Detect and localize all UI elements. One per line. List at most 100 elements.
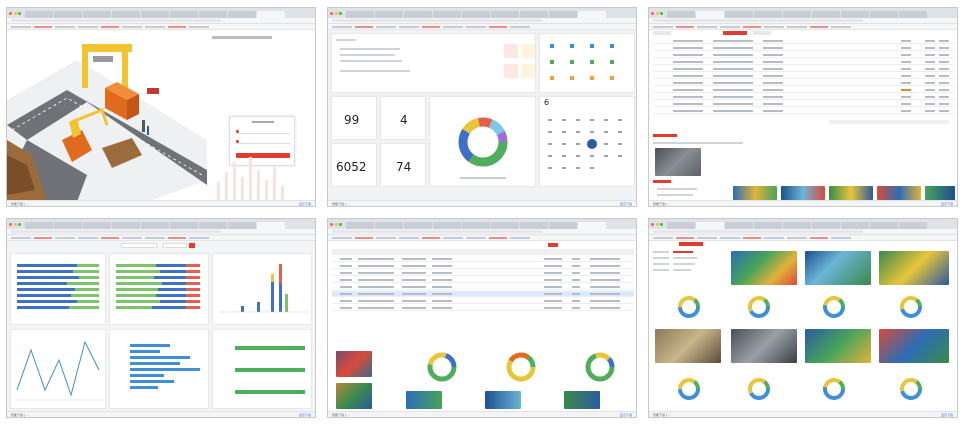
evidence-photo[interactable]: [564, 391, 600, 409]
browser-tab-active[interactable]: [696, 11, 724, 18]
browser-tab-active[interactable]: [257, 222, 285, 229]
browser-tab[interactable]: [375, 11, 403, 18]
show-downloads-link[interactable]: 显示下载: [940, 201, 953, 206]
username-field[interactable]: [236, 129, 290, 134]
table-row[interactable]: [653, 66, 955, 72]
browser-tab[interactable]: [228, 222, 256, 229]
grid-photo[interactable]: [879, 329, 949, 363]
browser-tab[interactable]: [870, 222, 898, 229]
detail-photo[interactable]: [655, 148, 701, 176]
browser-tab[interactable]: [83, 222, 111, 229]
browser-tab[interactable]: [870, 11, 898, 18]
table-row[interactable]: [332, 298, 634, 304]
browser-tab[interactable]: [841, 222, 869, 229]
grid-photo[interactable]: [879, 251, 949, 285]
browser-tab[interactable]: [491, 222, 519, 229]
table-row[interactable]: [332, 305, 634, 311]
evidence-photo[interactable]: [733, 186, 777, 200]
browser-tab[interactable]: [783, 11, 811, 18]
show-downloads-link[interactable]: 显示下载: [298, 201, 311, 206]
show-downloads-link[interactable]: 显示下载: [940, 412, 953, 417]
table-row[interactable]: [332, 284, 634, 290]
browser-tab[interactable]: [404, 222, 432, 229]
browser-tab[interactable]: [170, 222, 198, 229]
show-downloads-link[interactable]: 显示下载: [619, 412, 632, 417]
browser-tab[interactable]: [462, 11, 490, 18]
grid-photo[interactable]: [655, 329, 721, 363]
alert-box[interactable]: [521, 44, 535, 58]
browser-tab[interactable]: [812, 11, 840, 18]
table-row[interactable]: [653, 101, 955, 107]
alert-box[interactable]: [521, 64, 535, 78]
browser-tab[interactable]: [725, 11, 753, 18]
address-bar[interactable]: [328, 229, 636, 235]
browser-tab[interactable]: [754, 222, 782, 229]
browser-tab[interactable]: [25, 222, 53, 229]
table-row[interactable]: [332, 270, 634, 276]
browser-tab[interactable]: [549, 222, 577, 229]
show-downloads-link[interactable]: 显示下载: [298, 412, 311, 417]
table-row[interactable]: [332, 256, 634, 262]
evidence-photo[interactable]: [485, 391, 521, 409]
browser-tab[interactable]: [725, 222, 753, 229]
table-row[interactable]: [653, 80, 955, 86]
address-bar[interactable]: [649, 229, 957, 235]
browser-tab[interactable]: [667, 222, 695, 229]
table-row[interactable]: [653, 87, 955, 93]
table-row[interactable]: [653, 59, 955, 65]
page-tab-active[interactable]: [723, 31, 747, 35]
browser-tab[interactable]: [520, 11, 548, 18]
browser-tab[interactable]: [141, 11, 169, 18]
page-tab[interactable]: [753, 31, 771, 35]
browser-tab[interactable]: [462, 222, 490, 229]
table-row[interactable]: [653, 38, 955, 44]
browser-tab[interactable]: [520, 222, 548, 229]
browser-tab[interactable]: [433, 222, 461, 229]
browser-tab[interactable]: [549, 11, 577, 18]
page-tab[interactable]: [653, 31, 671, 35]
browser-tab[interactable]: [841, 11, 869, 18]
browser-tab[interactable]: [346, 222, 374, 229]
browser-tab[interactable]: [667, 11, 695, 18]
grid-photo[interactable]: [805, 251, 871, 285]
table-row[interactable]: [653, 108, 955, 114]
evidence-photo[interactable]: [829, 186, 873, 200]
browser-tab[interactable]: [433, 11, 461, 18]
page-tab-active[interactable]: [679, 242, 703, 246]
address-bar[interactable]: [7, 229, 315, 235]
grid-photo[interactable]: [805, 329, 871, 363]
browser-tab[interactable]: [754, 11, 782, 18]
browser-tab[interactable]: [346, 11, 374, 18]
browser-tab-active[interactable]: [578, 11, 606, 18]
browser-tab[interactable]: [141, 222, 169, 229]
address-bar[interactable]: [7, 18, 315, 24]
browser-tab[interactable]: [228, 11, 256, 18]
search-button[interactable]: [548, 243, 558, 247]
grid-photo[interactable]: [731, 251, 797, 285]
login-button[interactable]: [236, 153, 290, 158]
table-row-selected[interactable]: [332, 291, 634, 297]
table-row[interactable]: [332, 263, 634, 269]
date-picker[interactable]: [163, 243, 187, 248]
browser-tab[interactable]: [112, 222, 140, 229]
browser-tab[interactable]: [899, 11, 927, 18]
browser-tab[interactable]: [899, 222, 927, 229]
browser-tab[interactable]: [54, 222, 82, 229]
table-row[interactable]: [653, 45, 955, 51]
pagination[interactable]: [829, 120, 949, 124]
evidence-photo[interactable]: [781, 186, 825, 200]
search-button[interactable]: [189, 243, 195, 248]
browser-tab[interactable]: [812, 222, 840, 229]
address-bar[interactable]: [649, 18, 957, 24]
evidence-photo[interactable]: [406, 391, 442, 409]
evidence-photo[interactable]: [336, 351, 372, 377]
evidence-photo[interactable]: [877, 186, 921, 200]
browser-tab-active[interactable]: [578, 222, 606, 229]
table-row[interactable]: [332, 277, 634, 283]
browser-tab[interactable]: [25, 11, 53, 18]
browser-tab-active[interactable]: [696, 222, 724, 229]
grid-photo[interactable]: [731, 329, 797, 363]
browser-tab[interactable]: [375, 222, 403, 229]
alert-box[interactable]: [504, 44, 518, 58]
browser-tab[interactable]: [199, 11, 227, 18]
